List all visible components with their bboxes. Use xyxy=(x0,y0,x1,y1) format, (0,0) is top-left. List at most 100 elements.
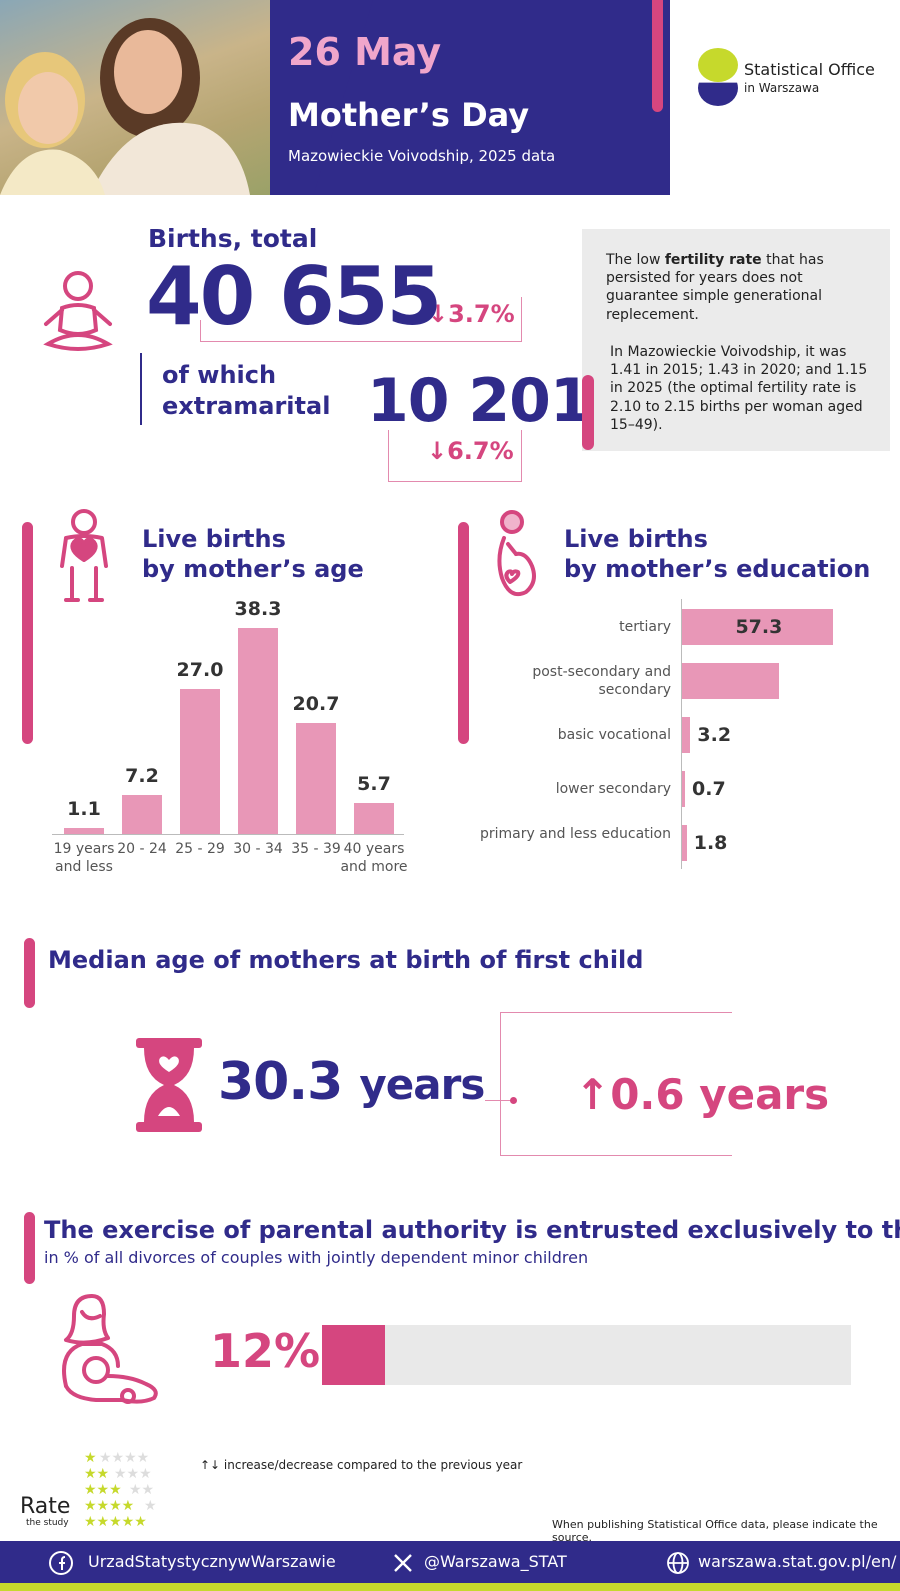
edu-section-title: Live births by mother’s education xyxy=(564,525,871,583)
mother-baby-icon xyxy=(62,1294,158,1404)
extramarital-change: ↓6.7% xyxy=(427,437,514,465)
age-bar xyxy=(238,628,278,834)
rate-study-link[interactable]: Rate xyxy=(20,1494,71,1519)
parental-title: The exercise of parental authority is en… xyxy=(44,1216,900,1244)
age-bar-category: 35 - 39 xyxy=(291,841,341,857)
extramarital-change-frame xyxy=(388,430,522,482)
facebook-link[interactable]: UrzadStatystycznywWarszawie xyxy=(88,1552,336,1571)
median-change-frame xyxy=(500,1012,732,1156)
age-bar xyxy=(122,795,162,834)
parental-value: 12% xyxy=(210,1324,321,1378)
mother-child-photo xyxy=(0,18,250,195)
age-bar-value: 38.3 xyxy=(234,598,282,621)
edu-bar xyxy=(682,771,685,807)
edu-bar xyxy=(682,609,833,645)
fertility-rate-term: fertility rate xyxy=(664,252,762,268)
age-bar-category: 25 - 29 xyxy=(175,841,225,857)
median-title: Median age of mothers at birth of first … xyxy=(48,946,644,974)
logo-text: Statistical Office xyxy=(744,60,875,79)
fertility-note-p1: The low fertility rate that has persiste… xyxy=(606,252,824,323)
age-bar-category: 19 years and less xyxy=(53,841,115,876)
edu-chart: tertiary 57.3 post-secondary and secondary… xyxy=(480,599,890,885)
footer-accent xyxy=(0,1583,900,1591)
svg-text:★★★★: ★★★★ xyxy=(99,1450,149,1466)
rating-stars-icon: ★ ★★★★ ★★ ★★★ ★★★ ★★ ★★★★ ★ ★★★★★ xyxy=(84,1450,157,1528)
births-change: ↓3.7% xyxy=(428,300,515,328)
extramarital-value: 10 201 xyxy=(367,366,592,436)
edu-bar-category: tertiary xyxy=(619,619,671,635)
svg-text:★★★★★: ★★★★★ xyxy=(84,1514,147,1528)
median-connector-dot xyxy=(510,1097,517,1104)
svg-text:★★★: ★★★ xyxy=(84,1482,122,1498)
header-title: Mother’s Day xyxy=(288,96,530,134)
fertility-note-p2: In Mazowieckie Voivodship, it was 1.41 i… xyxy=(610,344,868,433)
age-bar xyxy=(296,722,336,834)
parental-bar-fill xyxy=(322,1325,386,1385)
legend-note: ↑↓ increase/decrease compared to the pre… xyxy=(200,1458,523,1472)
age-section-accent xyxy=(22,522,33,744)
svg-text:★: ★ xyxy=(144,1498,157,1514)
edu-bar-value: 57.3 xyxy=(735,616,783,638)
age-bar xyxy=(354,803,394,834)
edu-bar-category: lower secondary xyxy=(555,781,671,797)
births-label: Births, total xyxy=(148,224,318,253)
age-bar-category: 40 years and more xyxy=(340,841,408,876)
x-icon[interactable] xyxy=(392,1552,414,1574)
age-bar-category: 20 - 24 xyxy=(117,841,167,857)
age-bar-value: 1.1 xyxy=(67,798,101,821)
age-bar xyxy=(64,828,104,834)
median-connector xyxy=(485,1100,515,1101)
fertility-note-box xyxy=(582,229,890,451)
svg-text:★★: ★★ xyxy=(129,1482,154,1498)
edu-bar-category: basic vocational xyxy=(557,727,671,743)
logo-icon xyxy=(698,48,738,82)
age-bar-value: 5.7 xyxy=(357,773,391,796)
edu-bar-value: 0.7 xyxy=(692,778,726,800)
x-link[interactable]: @Warszawa_STAT xyxy=(424,1552,567,1571)
age-bar xyxy=(180,688,220,834)
births-change-frame xyxy=(200,297,522,342)
baby-icon xyxy=(43,271,113,351)
edu-bar xyxy=(682,663,780,699)
median-unit: years xyxy=(359,1060,485,1109)
births-value: 40 655 xyxy=(146,250,442,343)
extramarital-divider xyxy=(140,353,142,425)
logo-subtext: in Warszawa xyxy=(744,81,820,95)
edu-bar-category: post-secondary and secondary xyxy=(532,664,671,699)
edu-section-accent xyxy=(458,522,469,744)
age-chart-baseline xyxy=(52,834,404,835)
age-chart: 1.1 19 years and less 7.2 20 - 24 27.0 25 - 2… xyxy=(48,598,418,900)
svg-text:★★★★: ★★★★ xyxy=(84,1498,134,1514)
footer xyxy=(0,1541,900,1583)
hourglass-heart-icon xyxy=(136,1038,202,1132)
extramarital-label: of which extramarital xyxy=(162,361,331,421)
rate-study-sub: the study xyxy=(26,1518,69,1528)
edu-bar xyxy=(682,825,687,861)
svg-text:★★★: ★★★ xyxy=(114,1466,152,1482)
median-section-accent xyxy=(24,938,35,1008)
globe-icon[interactable] xyxy=(666,1551,690,1575)
median-change: ↑0.6 years xyxy=(575,1070,830,1119)
edu-bar-value: 3.2 xyxy=(697,724,732,746)
age-bar-value: 27.0 xyxy=(176,658,224,681)
header-photo xyxy=(0,0,270,195)
parental-bar-track xyxy=(322,1325,851,1385)
source-note: When publishing Statistical Office data,… xyxy=(552,1518,878,1544)
age-bar-category: 30 - 34 xyxy=(233,841,283,857)
edu-chart-axis xyxy=(681,599,682,869)
edu-bar-category: primary and less education xyxy=(479,826,671,842)
svg-text:★★: ★★ xyxy=(84,1466,109,1482)
logo-icon-lower xyxy=(698,82,738,106)
age-bar-value: 7.2 xyxy=(125,765,159,788)
facebook-icon[interactable] xyxy=(48,1550,74,1576)
header-subtitle: Mazowieckie Voivodship, 2025 data xyxy=(288,147,556,165)
website-link[interactable]: warszawa.stat.gov.pl/en/ xyxy=(698,1552,897,1571)
parental-subtitle: in % of all divorces of couples with joi… xyxy=(44,1248,589,1267)
header-accent-bar xyxy=(652,0,663,112)
mother-heart-icon xyxy=(60,509,108,602)
header-date: 26 May xyxy=(288,30,442,74)
edu-bar xyxy=(682,717,691,753)
fertility-note-accent xyxy=(582,375,594,450)
births-change-frame-tick xyxy=(200,320,201,342)
